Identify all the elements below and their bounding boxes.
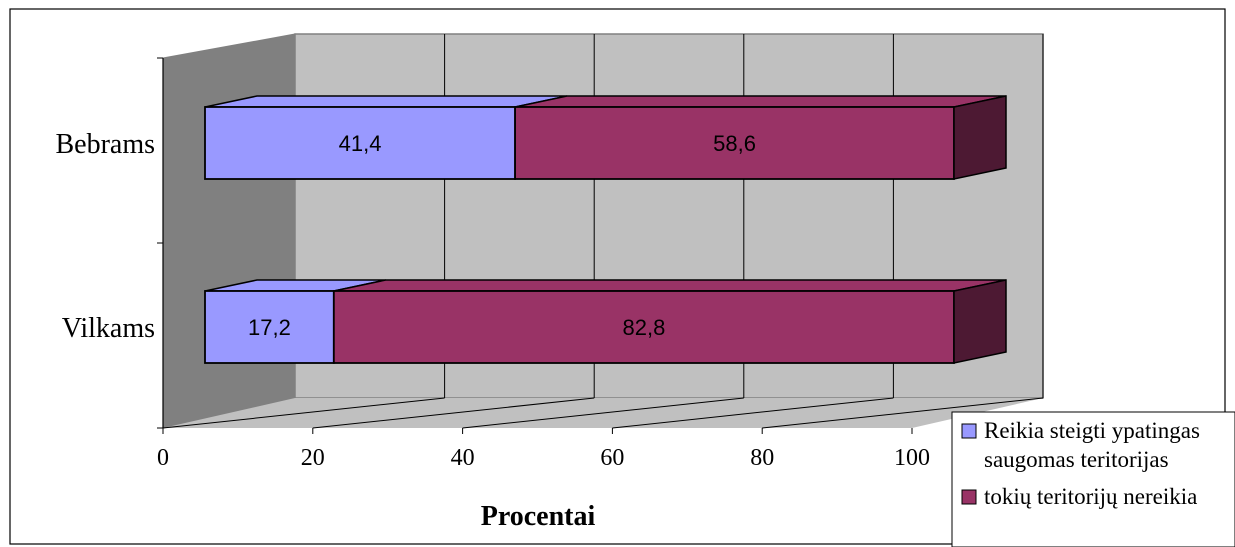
bar (332, 290, 955, 364)
bar-top-face (514, 95, 1007, 108)
bar (514, 106, 955, 180)
floor-gridline (312, 397, 595, 429)
data-label: 82,8 (622, 315, 665, 340)
x-tick-label: 100 (894, 445, 930, 471)
bar (204, 290, 335, 364)
category-label: Vilkams (62, 313, 155, 344)
bar (204, 106, 516, 180)
x-tick-label: 40 (451, 445, 475, 471)
x-axis-title: Procentai (481, 501, 596, 532)
data-label: 17,2 (248, 315, 291, 340)
x-tick-label: 60 (600, 445, 624, 471)
floor-gridline (612, 397, 894, 429)
bar-side-face (953, 95, 1007, 180)
legend-swatch (961, 423, 977, 439)
data-label: 41,4 (339, 131, 382, 156)
floor-gridline (162, 397, 445, 429)
floor-gridline (462, 397, 744, 429)
x-tick-label: 20 (301, 445, 325, 471)
x-tick-label: 80 (750, 445, 774, 471)
category-label: Bebrams (55, 129, 155, 160)
legend-box (951, 411, 1235, 547)
legend-swatch (961, 489, 977, 505)
legend-label: Reikia steigti ypatingas (984, 418, 1200, 443)
data-label: 58,6 (713, 131, 756, 156)
bar-side-face (953, 279, 1007, 364)
x-tick-label: 0 (157, 445, 169, 471)
floor-gridline (762, 397, 1044, 429)
legend-label: tokių teritorijų nereikia (984, 484, 1197, 509)
legend-label: saugomas teritorijas (984, 447, 1169, 472)
side-wall (162, 33, 296, 429)
bar-top-face (333, 279, 1007, 292)
chart-border (9, 8, 1226, 545)
bar-top-face (204, 95, 568, 108)
